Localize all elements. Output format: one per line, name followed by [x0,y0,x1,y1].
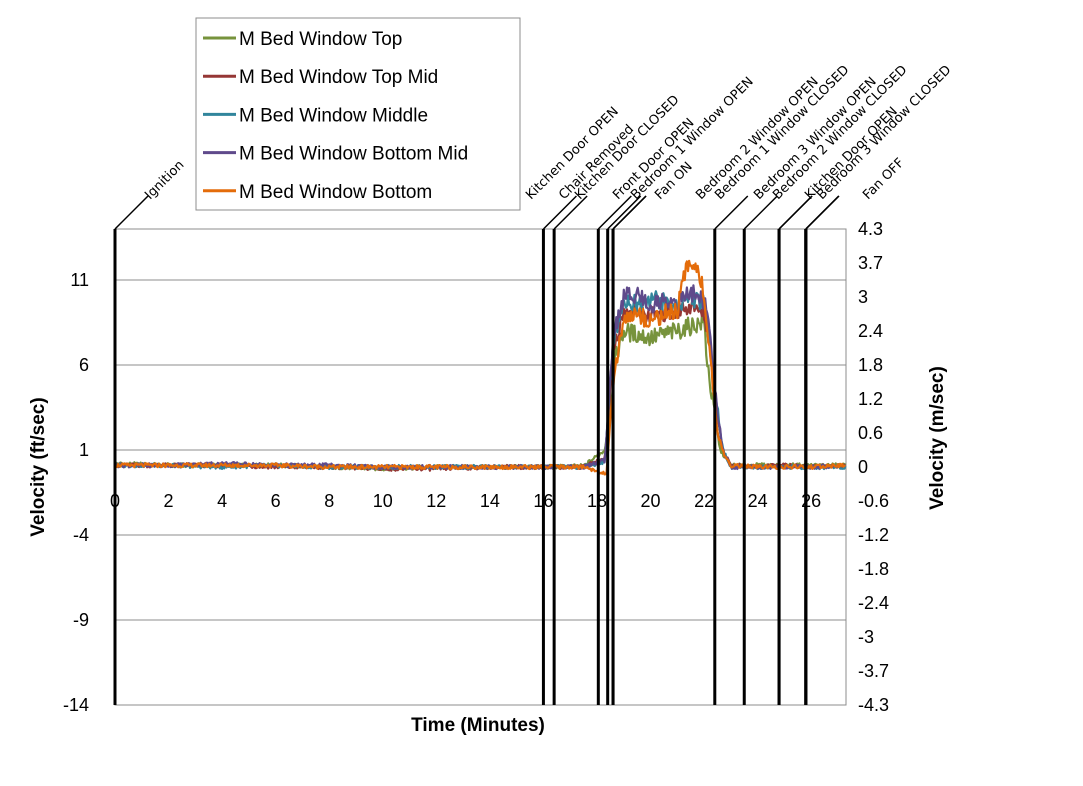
event-leader [714,195,749,230]
y2-tick-label: -1.2 [858,525,889,545]
event-leader [597,195,632,230]
y2-tick-label: 3 [858,287,868,307]
event-leader [607,195,642,230]
x-tick-label: 24 [748,491,768,511]
x-tick-label: 20 [641,491,661,511]
y-tick-label: -4 [73,525,89,545]
x-tick-label: 22 [694,491,714,511]
y2-tick-label: -1.8 [858,559,889,579]
legend-label: M Bed Window Top Mid [239,67,438,88]
y2-tick-label: -0.6 [858,491,889,511]
y-tick-label: 1 [79,440,89,460]
event-leader [542,195,577,230]
y-tick-label: 6 [79,355,89,375]
x-tick-label: 10 [373,491,393,511]
series-lines [113,259,847,476]
legend-box [195,17,521,211]
event-leader [805,195,840,230]
y-tick-label: -9 [73,610,89,630]
y2-tick-label: -4.3 [858,695,889,715]
y2-tick-label: 0.6 [858,423,883,443]
y-axis-left-ticks: 11 6 1 -4 -9 -14 [63,270,89,715]
y2-tick-label: -3 [858,627,874,647]
legend-label: M Bed Window Top [239,29,402,50]
x-tick-label: 16 [533,491,553,511]
x-axis-title: Time (Minutes) [411,715,545,736]
y2-tick-label: 1.8 [858,355,883,375]
y2-tick-label: 0 [858,457,868,477]
x-tick-label: 14 [480,491,500,511]
legend-label: M Bed Window Middle [239,105,428,126]
y2-tick-label: 4.3 [858,219,883,239]
legend: M Bed Window Top M Bed Window Top Mid M Be… [195,17,521,211]
y2-tick-label: 1.2 [858,389,883,409]
x-tick-label: 18 [587,491,607,511]
x-axis-ticks: 0 2 4 6 8 10 12 14 16 18 20 22 24 26 [110,491,821,511]
event-leader [553,195,588,230]
gridlines [115,279,846,621]
legend-label: M Bed Window Bottom [239,182,432,203]
x-tick-label: 8 [324,491,334,511]
event-leader [114,195,149,230]
x-tick-label: 0 [110,491,120,511]
y-tick-label: 11 [70,270,89,290]
y2-tick-label: -3.7 [858,661,889,681]
y2-tick-label: 3.7 [858,253,883,273]
y-axis-left-title: Velocity (ft/sec) [28,397,49,536]
y2-tick-label: -2.4 [858,593,889,613]
series-line [114,259,846,476]
y-axis-right-ticks: 4.3 3.7 3 2.4 1.8 1.2 0.6 0 -0.6 -1.2 -1.8 -2.4 -3 -3… [858,219,889,715]
event-leader [778,195,813,230]
x-tick-label: 6 [271,491,281,511]
legend-label: M Bed Window Bottom Mid [239,144,468,165]
x-tick-label: 2 [164,491,174,511]
y-axis-right-title: Velocity (m/sec) [927,366,948,510]
x-tick-label: 26 [801,491,821,511]
y-tick-label: -14 [63,695,89,715]
y2-tick-label: 2.4 [858,321,883,341]
event-leader [612,195,647,230]
event-leader [743,195,778,230]
x-tick-label: 4 [217,491,227,511]
x-tick-label: 12 [426,491,446,511]
